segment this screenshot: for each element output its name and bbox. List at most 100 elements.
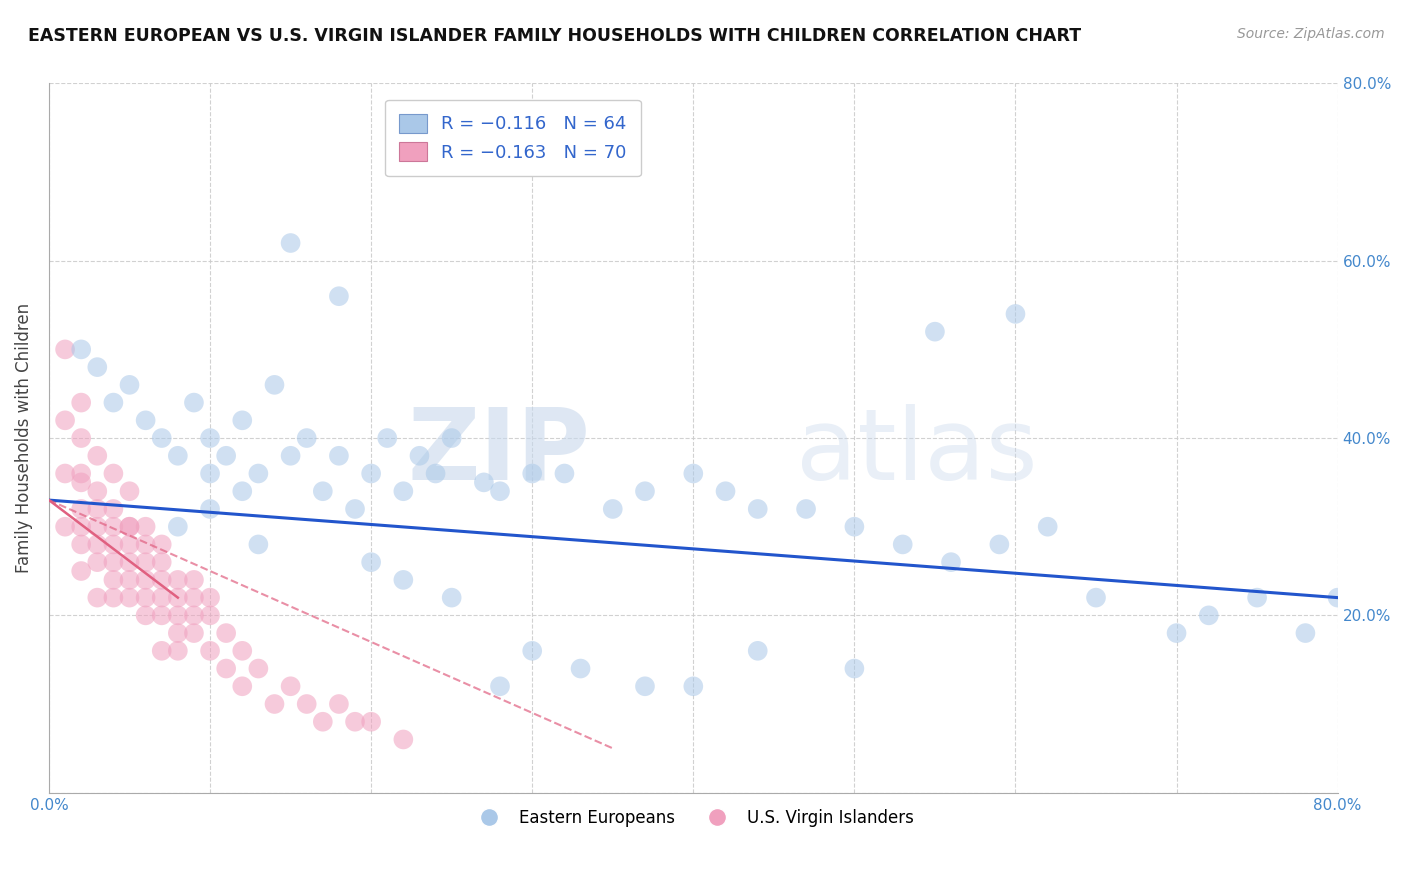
Point bbox=[1166, 626, 1188, 640]
Point bbox=[183, 395, 205, 409]
Point bbox=[231, 679, 253, 693]
Point bbox=[472, 475, 495, 490]
Point bbox=[150, 644, 173, 658]
Point bbox=[1246, 591, 1268, 605]
Point bbox=[328, 289, 350, 303]
Point bbox=[86, 591, 108, 605]
Point bbox=[150, 555, 173, 569]
Point bbox=[135, 573, 157, 587]
Point bbox=[1294, 626, 1316, 640]
Point bbox=[86, 484, 108, 499]
Point bbox=[118, 484, 141, 499]
Point bbox=[53, 413, 76, 427]
Point bbox=[198, 467, 221, 481]
Point bbox=[150, 591, 173, 605]
Point bbox=[844, 519, 866, 533]
Point bbox=[312, 484, 335, 499]
Point bbox=[425, 467, 447, 481]
Point bbox=[569, 661, 592, 675]
Point bbox=[135, 608, 157, 623]
Point bbox=[844, 661, 866, 675]
Point bbox=[489, 484, 512, 499]
Point bbox=[522, 644, 544, 658]
Point bbox=[86, 360, 108, 375]
Point bbox=[198, 644, 221, 658]
Point bbox=[70, 431, 93, 445]
Point bbox=[118, 537, 141, 551]
Point bbox=[408, 449, 430, 463]
Point bbox=[183, 608, 205, 623]
Text: EASTERN EUROPEAN VS U.S. VIRGIN ISLANDER FAMILY HOUSEHOLDS WITH CHILDREN CORRELA: EASTERN EUROPEAN VS U.S. VIRGIN ISLANDER… bbox=[28, 27, 1081, 45]
Point bbox=[86, 519, 108, 533]
Point bbox=[198, 502, 221, 516]
Point bbox=[360, 714, 382, 729]
Point bbox=[166, 573, 188, 587]
Point bbox=[135, 537, 157, 551]
Point bbox=[53, 467, 76, 481]
Point bbox=[231, 484, 253, 499]
Point bbox=[602, 502, 624, 516]
Point bbox=[794, 502, 817, 516]
Point bbox=[70, 395, 93, 409]
Point bbox=[150, 431, 173, 445]
Point bbox=[215, 449, 238, 463]
Point bbox=[70, 467, 93, 481]
Point bbox=[247, 661, 270, 675]
Point bbox=[634, 484, 657, 499]
Point bbox=[86, 502, 108, 516]
Point bbox=[280, 679, 302, 693]
Point bbox=[263, 697, 285, 711]
Point bbox=[328, 697, 350, 711]
Point bbox=[53, 343, 76, 357]
Point bbox=[747, 644, 769, 658]
Point bbox=[939, 555, 962, 569]
Point bbox=[86, 537, 108, 551]
Point bbox=[86, 449, 108, 463]
Point bbox=[166, 608, 188, 623]
Point bbox=[231, 413, 253, 427]
Point bbox=[118, 573, 141, 587]
Point bbox=[135, 555, 157, 569]
Point bbox=[215, 661, 238, 675]
Point bbox=[553, 467, 575, 481]
Point bbox=[1326, 591, 1348, 605]
Point bbox=[166, 519, 188, 533]
Point bbox=[1198, 608, 1220, 623]
Point bbox=[198, 608, 221, 623]
Point bbox=[375, 431, 398, 445]
Text: Source: ZipAtlas.com: Source: ZipAtlas.com bbox=[1237, 27, 1385, 41]
Point bbox=[440, 591, 463, 605]
Point bbox=[634, 679, 657, 693]
Point bbox=[150, 608, 173, 623]
Point bbox=[103, 555, 125, 569]
Point bbox=[1036, 519, 1059, 533]
Point bbox=[231, 644, 253, 658]
Point bbox=[440, 431, 463, 445]
Point bbox=[118, 519, 141, 533]
Point bbox=[135, 413, 157, 427]
Point bbox=[70, 475, 93, 490]
Point bbox=[70, 537, 93, 551]
Point bbox=[118, 377, 141, 392]
Point bbox=[183, 626, 205, 640]
Point bbox=[280, 449, 302, 463]
Point bbox=[392, 732, 415, 747]
Point bbox=[489, 679, 512, 693]
Point bbox=[70, 519, 93, 533]
Point bbox=[344, 714, 367, 729]
Point bbox=[150, 537, 173, 551]
Point bbox=[360, 467, 382, 481]
Point bbox=[295, 697, 318, 711]
Point bbox=[103, 467, 125, 481]
Point bbox=[166, 644, 188, 658]
Point bbox=[1085, 591, 1108, 605]
Point bbox=[295, 431, 318, 445]
Text: atlas: atlas bbox=[796, 404, 1038, 500]
Point bbox=[103, 537, 125, 551]
Point bbox=[924, 325, 946, 339]
Point bbox=[53, 519, 76, 533]
Point bbox=[103, 502, 125, 516]
Point bbox=[392, 573, 415, 587]
Point bbox=[183, 573, 205, 587]
Point bbox=[682, 467, 704, 481]
